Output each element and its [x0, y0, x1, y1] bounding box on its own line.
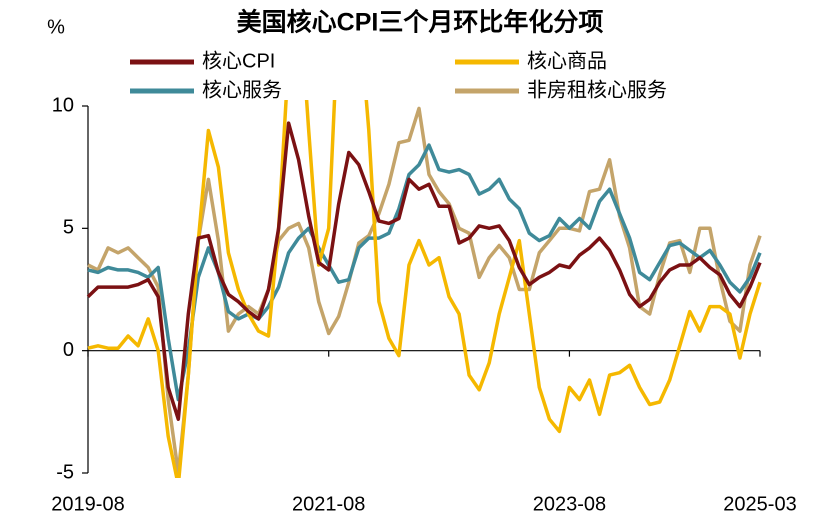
series-line	[87, 100, 762, 478]
legend-label: 核心CPI	[202, 49, 275, 72]
y-tick-label: -5	[56, 461, 74, 483]
x-tick-label: 2025-03	[723, 493, 796, 515]
x-tick-label: 2019-08	[51, 493, 124, 515]
legend-label: 核心商品	[527, 49, 607, 72]
series-group	[86, 121, 762, 421]
x-tick-label: 2021-08	[292, 493, 365, 515]
series-line	[86, 121, 762, 421]
series-line	[87, 143, 762, 402]
x-tick-label: 2023-08	[533, 493, 606, 515]
series-group	[87, 106, 762, 475]
series-group	[87, 100, 762, 478]
y-tick-label: 0	[63, 339, 74, 361]
chart-title: 美国核心CPI三个月环比年化分项	[237, 8, 604, 37]
legend-label: 非房租核心服务	[527, 78, 667, 101]
series-group	[87, 143, 762, 402]
y-tick-label: 10	[52, 94, 74, 116]
legend-label: 核心服务	[202, 78, 282, 101]
y-unit: %	[47, 16, 65, 38]
series-line	[87, 106, 762, 475]
y-tick-label: 5	[63, 217, 74, 239]
